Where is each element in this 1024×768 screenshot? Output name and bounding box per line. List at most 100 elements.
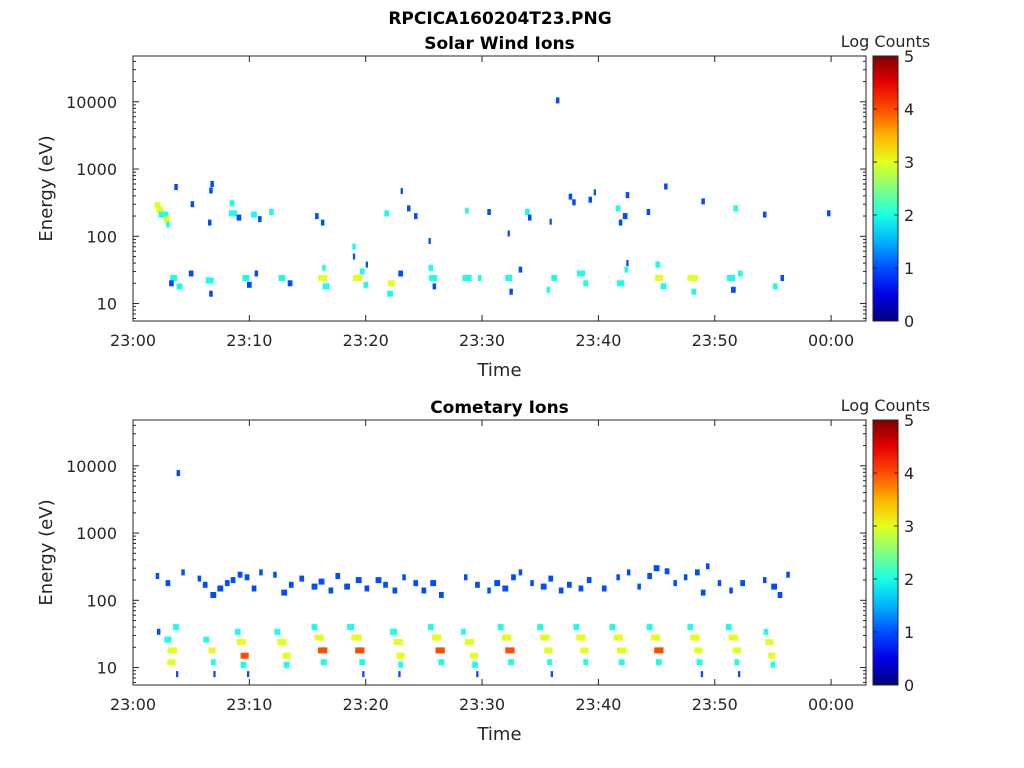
x-tick-label: 00:00 xyxy=(808,331,854,350)
heatmap-cell xyxy=(728,634,738,641)
heatmap-cell xyxy=(318,275,328,281)
heatmap-cell xyxy=(202,581,208,588)
heatmap-cell xyxy=(572,199,576,206)
heatmap-cell xyxy=(624,266,629,273)
x-tick-label: 23:30 xyxy=(459,695,505,714)
x-tick-label: 23:10 xyxy=(226,695,272,714)
heatmap-cell xyxy=(695,569,700,576)
colorbar xyxy=(873,56,898,321)
cometary-ions-panel: 23:00 23:10 23:20 23:30 23:40 23:50 00:0010100… xyxy=(36,396,930,745)
heatmap-cell xyxy=(320,219,325,226)
heatmap-cell xyxy=(505,647,515,654)
heatmap-cell xyxy=(660,283,667,290)
heatmap-cell xyxy=(701,198,705,205)
heatmap-cell xyxy=(780,275,784,281)
heatmap-cell xyxy=(706,563,710,570)
heatmap-cell xyxy=(694,647,703,654)
heatmap-cell xyxy=(617,280,624,287)
heatmap-cell xyxy=(518,569,523,576)
plot-frame xyxy=(132,55,867,322)
heatmap-cell xyxy=(210,592,217,598)
heatmap-cell xyxy=(247,281,252,288)
figure-title: RPCICA160204T23.PNG xyxy=(388,9,611,29)
heatmap-cell xyxy=(278,275,286,281)
heatmap-cell xyxy=(691,288,697,295)
heatmap-cells xyxy=(154,97,831,297)
heatmap-cell xyxy=(190,201,195,208)
heatmap-cell xyxy=(696,659,703,666)
heatmap-cell xyxy=(650,634,661,641)
heatmap-cell xyxy=(465,207,469,214)
heatmap-cell xyxy=(700,671,704,678)
heatmap-cell xyxy=(230,577,236,584)
heatmap-cell xyxy=(328,587,334,594)
heatmap-cell xyxy=(777,592,783,598)
heatmap-cell xyxy=(547,659,552,666)
heatmap-cell xyxy=(732,647,741,654)
x-tick-label: 23:40 xyxy=(575,331,621,350)
heatmap-cell xyxy=(224,580,230,587)
x-tick-label: 23:20 xyxy=(343,695,389,714)
heatmap-cell xyxy=(576,270,585,277)
heatmap-cell xyxy=(618,659,625,666)
heatmap-cell xyxy=(568,193,573,200)
heatmap-cell xyxy=(237,571,243,578)
heatmap-cell xyxy=(205,277,214,284)
heatmap-cell xyxy=(315,213,319,220)
heatmap-cell xyxy=(352,243,356,250)
y-axis-label: Energy (eV) xyxy=(36,135,57,241)
heatmap-cell xyxy=(567,581,572,588)
heatmap-cell xyxy=(244,574,250,581)
x-tick-label: 23:00 xyxy=(110,331,156,350)
heatmap-cell xyxy=(322,283,330,290)
heatmap-cell xyxy=(827,210,831,217)
heatmap-cell xyxy=(170,275,178,281)
heatmap-cell xyxy=(525,209,530,215)
heatmap-cell xyxy=(398,661,403,668)
heatmap-cell xyxy=(365,261,368,268)
heatmap-cell xyxy=(653,565,660,572)
heatmap-cell xyxy=(626,260,629,267)
heatmap-cell xyxy=(768,652,776,659)
heatmap-cell xyxy=(626,569,631,576)
heatmap-cell xyxy=(421,587,427,594)
heatmap-cell xyxy=(242,275,250,281)
heatmap-cell xyxy=(210,181,214,187)
heatmap-cell xyxy=(344,583,350,590)
y-tick-label: 100 xyxy=(86,227,117,246)
heatmap-cell xyxy=(509,288,513,295)
heatmap-cell xyxy=(472,661,478,668)
heatmap-cell xyxy=(528,214,532,221)
heatmap-cell xyxy=(580,647,589,654)
heatmap-cell xyxy=(209,187,213,194)
heatmap-cell xyxy=(318,647,328,654)
heatmap-cell xyxy=(578,585,584,592)
colorbar-frame xyxy=(872,419,899,686)
y-axis-label: Energy (eV) xyxy=(36,499,57,605)
heatmap-cell xyxy=(462,275,472,281)
heatmap-cell xyxy=(438,659,445,666)
x-tick-label: 23:30 xyxy=(459,331,505,350)
heatmap-cell xyxy=(176,671,179,678)
heatmap-cell xyxy=(251,211,257,218)
heatmap-cell xyxy=(414,213,418,220)
heatmap-cell xyxy=(618,219,623,226)
heatmap-cell xyxy=(156,206,164,213)
heatmap-cell xyxy=(208,219,212,226)
heatmap-cell xyxy=(428,238,431,244)
panel-title: Cometary Ions xyxy=(430,398,569,418)
heatmap-cell xyxy=(176,283,183,290)
colorbar-tick-label: 2 xyxy=(904,570,914,589)
heatmap-cell xyxy=(432,283,437,290)
heatmap-cell xyxy=(355,577,362,584)
heatmap-cell xyxy=(683,574,688,581)
heatmap-cell xyxy=(392,587,398,594)
heatmap-cell xyxy=(273,571,277,578)
heatmap-cell xyxy=(550,671,553,678)
heatmap-cell xyxy=(530,580,534,587)
heatmap-cell xyxy=(281,589,288,596)
heatmap-cell xyxy=(586,577,592,584)
heatmap-cell xyxy=(277,639,287,645)
heatmap-cell xyxy=(478,275,482,281)
colorbar-tick-label: 0 xyxy=(904,312,914,331)
